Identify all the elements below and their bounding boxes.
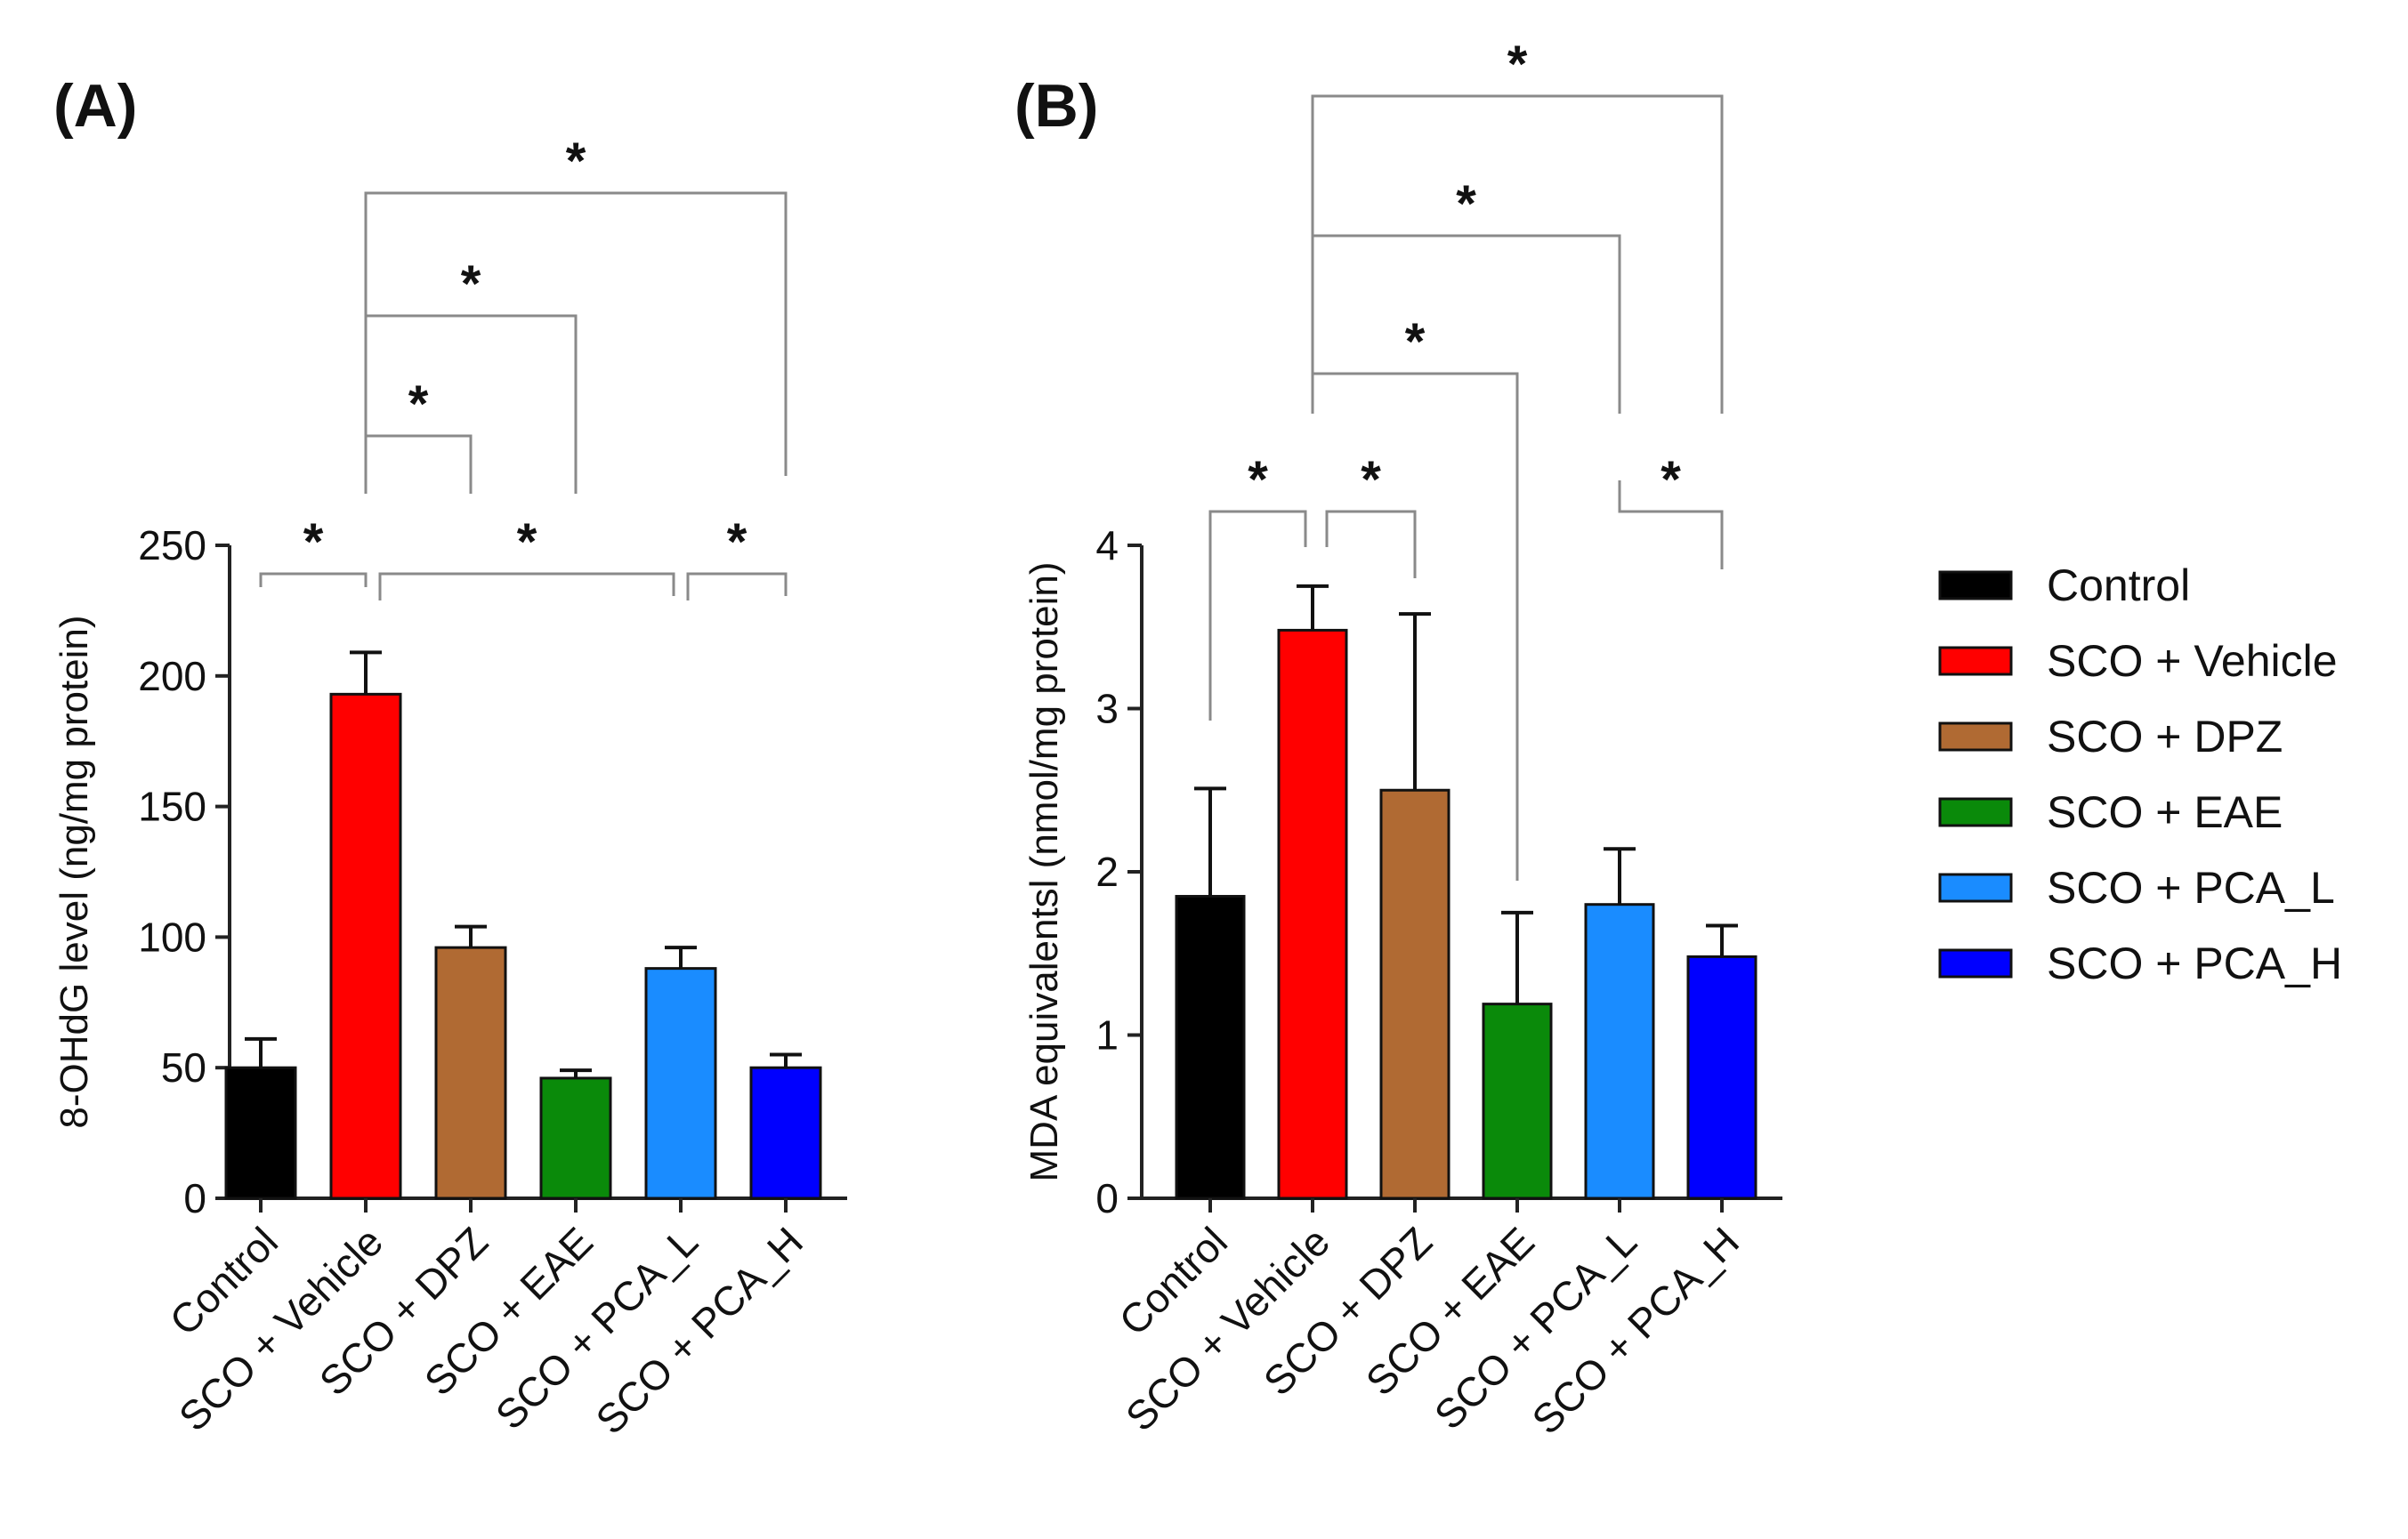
bar-2 (329, 692, 402, 1200)
y-tick-label: 100 (138, 914, 206, 960)
panel-b: (B) 0 1 2 3 4 MDA equivalentsl (nmol/mg prote… (1014, 36, 1782, 1443)
y-tick-label: 4 (1095, 522, 1119, 568)
panel-a-label: (A) (53, 72, 137, 140)
bar-6 (749, 1066, 822, 1200)
bar-3 (434, 946, 507, 1200)
significance-star: * (461, 255, 481, 313)
significance-star: * (303, 513, 324, 571)
bar-4 (1482, 1003, 1553, 1200)
legend-label: SCO + PCA_L (2047, 863, 2335, 913)
y-tick-label: 150 (138, 784, 206, 830)
y-tick-label: 0 (1095, 1175, 1119, 1221)
significance-bracket (378, 572, 675, 600)
legend-label: SCO + PCA_H (2047, 939, 2342, 988)
significance-bracket (259, 572, 368, 587)
y-axis-title: MDA equivalentsl (nmol/mg protein) (1022, 562, 1066, 1182)
legend-label: SCO + Vehicle (2047, 636, 2338, 686)
legend-swatch (1938, 797, 2013, 827)
y-tick-label: 200 (138, 653, 206, 699)
y-tick-label: 50 (161, 1044, 206, 1091)
significance-bracket (1208, 510, 1307, 721)
significance-star: * (1405, 313, 1426, 371)
bar-2 (1277, 628, 1348, 1200)
legend-label: SCO + EAE (2047, 787, 2283, 837)
significance-star: * (408, 375, 429, 433)
significance-bracket (1311, 94, 1724, 414)
legend-swatch (1938, 948, 2013, 979)
y-axis-title: 8-OHdG level (ng/mg protein) (53, 615, 96, 1128)
legend-swatch (1938, 873, 2013, 903)
panel-b-label: (B) (1014, 72, 1098, 140)
bar-4 (539, 1076, 612, 1200)
legend-swatch (1938, 646, 2013, 676)
bar-1 (1175, 895, 1246, 1200)
significance-star: * (1248, 451, 1268, 509)
significance-star: * (727, 513, 747, 571)
significance-bracket (686, 572, 788, 600)
y-tick-label: 3 (1095, 686, 1119, 732)
legend-label: SCO + DPZ (2047, 712, 2283, 761)
y-tick-label: 2 (1095, 849, 1119, 895)
significance-star: * (517, 513, 537, 571)
significance-bracket (1325, 510, 1417, 578)
bar-3 (1379, 788, 1450, 1200)
legend-label: Control (2047, 560, 2190, 610)
bar-5 (644, 967, 717, 1200)
panel-a: (A) 0 50 100 150 200 250 8-OHdG level (ng/mg p… (53, 72, 847, 1443)
legend-swatch (1938, 721, 2013, 752)
significance-bracket (364, 191, 788, 494)
y-tick-label: 250 (138, 522, 206, 568)
y-tick-label: 1 (1095, 1012, 1119, 1059)
legend-swatch (1938, 570, 2013, 600)
bar-6 (1686, 955, 1758, 1200)
significance-star: * (1661, 451, 1681, 509)
significance-bracket (364, 434, 473, 494)
significance-star: * (1456, 175, 1476, 233)
legend: Control SCO + Vehicle SCO + DPZ SCO + EAE SC… (1938, 560, 2342, 988)
bar-5 (1584, 903, 1655, 1200)
significance-star: * (1507, 36, 1528, 93)
significance-bracket (1311, 234, 1621, 414)
y-tick-label: 0 (183, 1175, 206, 1221)
significance-bracket (1618, 480, 1724, 569)
significance-star: * (566, 133, 586, 190)
significance-star: * (1361, 451, 1381, 509)
bar-1 (224, 1066, 297, 1200)
